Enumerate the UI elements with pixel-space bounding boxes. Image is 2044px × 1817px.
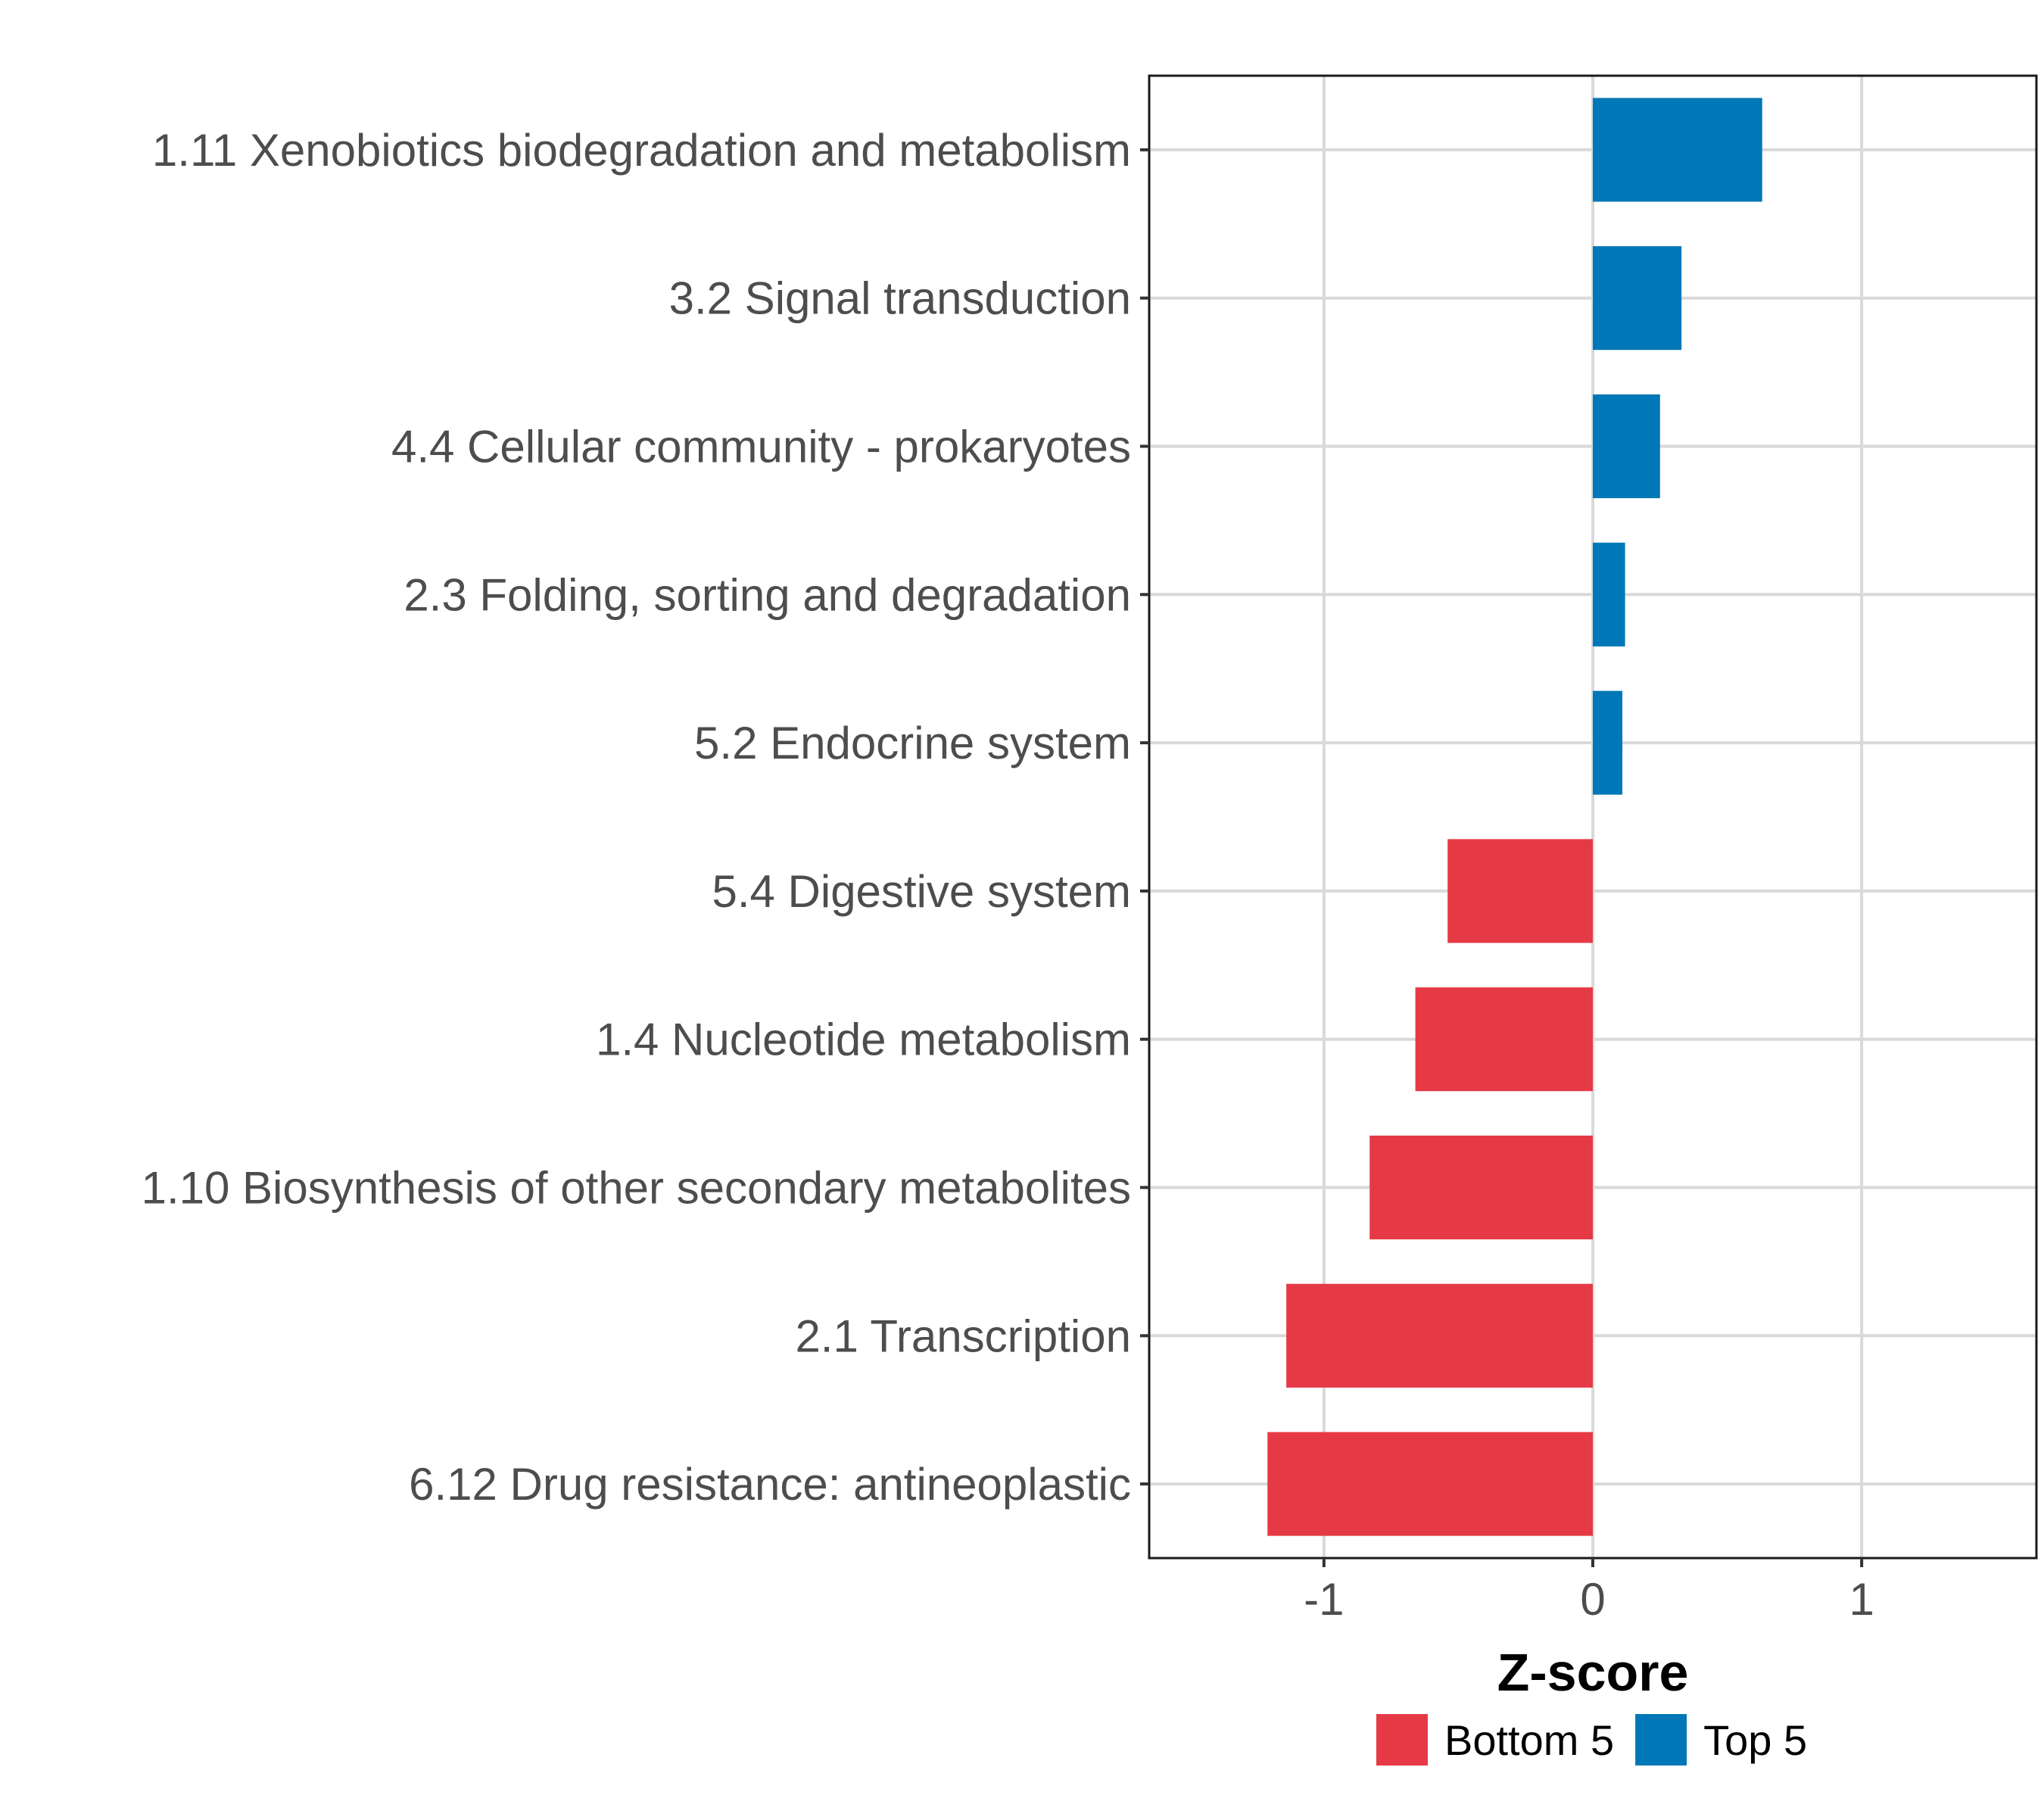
category-label: 5.4 Digestive system (712, 866, 1131, 917)
category-label: 5.2 Endocrine system (694, 718, 1131, 768)
legend-swatch-bottom (1376, 1714, 1428, 1766)
legend-swatch-top (1635, 1714, 1687, 1766)
category-label: 2.3 Folding, sorting and degradation (404, 569, 1131, 620)
legend-label: Top 5 (1703, 1716, 1807, 1764)
category-label: 3.2 Signal transduction (669, 273, 1131, 324)
bar-5 (1593, 690, 1623, 795)
bar-4 (1593, 542, 1625, 647)
category-label: 1.10 Biosynthesis of other secondary met… (142, 1163, 1131, 1214)
x-tick-label: 0 (1580, 1574, 1605, 1625)
bar-6 (1447, 839, 1593, 943)
category-label: 2.1 Transcription (795, 1311, 1131, 1361)
legend-label: Bottom 5 (1444, 1716, 1614, 1764)
x-tick-label: -1 (1304, 1574, 1344, 1625)
y-axis: 1.11 Xenobiotics biodegradation and meta… (142, 125, 1149, 1510)
bar-layer (1267, 98, 1762, 1536)
category-label: 1.4 Nucleotide metabolism (596, 1014, 1131, 1065)
bar-1 (1593, 98, 1762, 202)
category-label: 1.11 Xenobiotics biodegradation and meta… (152, 125, 1131, 176)
category-label: 4.4 Cellular community - prokaryotes (391, 422, 1131, 472)
legend: Bottom 5 Top 5 (1376, 1714, 1807, 1766)
x-tick-label: 1 (1849, 1574, 1874, 1625)
x-axis-title: Z-score (1497, 1643, 1689, 1702)
bar-8 (1369, 1135, 1593, 1240)
bar-7 (1415, 987, 1593, 1092)
bar-9 (1286, 1283, 1593, 1388)
category-label: 6.12 Drug resistance: antineoplastic (409, 1459, 1131, 1510)
bar-2 (1593, 246, 1682, 351)
x-axis: -1 0 1 (1304, 1558, 1874, 1625)
bar-3 (1593, 394, 1660, 499)
bar-10 (1267, 1432, 1593, 1536)
